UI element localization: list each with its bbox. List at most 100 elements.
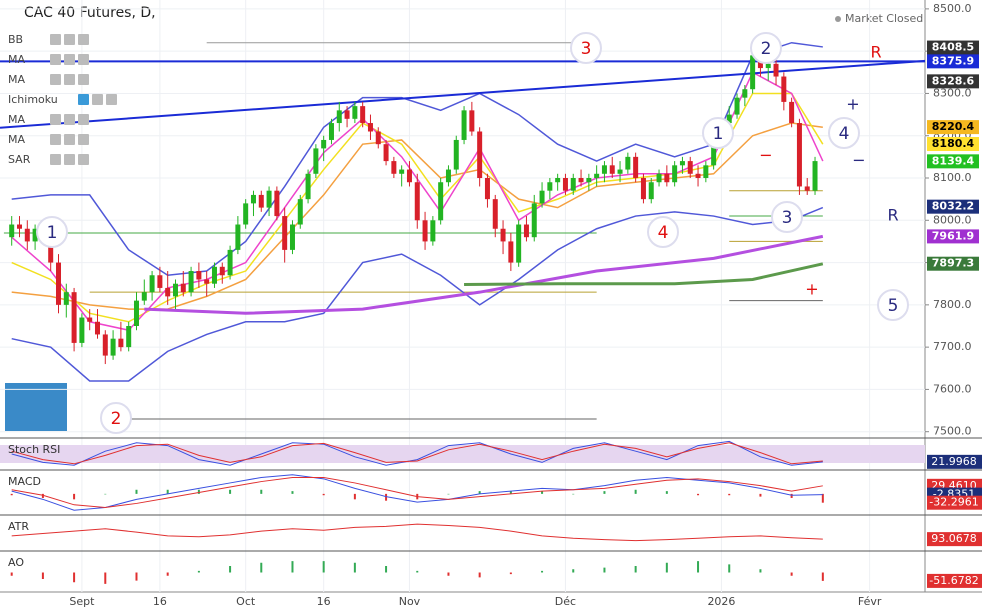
price-label-box	[927, 229, 979, 244]
candle-body	[765, 63, 771, 69]
y-tick-label: 7800.0	[933, 298, 972, 311]
candle-body	[63, 292, 69, 305]
histogram-bar	[759, 493, 762, 497]
histogram-bar	[73, 493, 76, 500]
histogram-bar	[603, 567, 606, 573]
indicator-button	[64, 34, 75, 45]
histogram-bar	[478, 572, 481, 578]
annotation: +	[805, 280, 818, 299]
value-label: 21.9968	[931, 455, 977, 468]
candle-body	[102, 334, 108, 356]
histogram-bar	[759, 569, 762, 573]
annotation: 1	[47, 223, 58, 243]
indicator-name: SAR	[8, 153, 31, 166]
candle-body	[617, 169, 623, 174]
histogram-bar	[541, 570, 544, 573]
candle-body	[516, 224, 522, 263]
histogram-bar	[634, 489, 637, 494]
indicator-button	[64, 154, 75, 165]
price-label-box	[927, 137, 979, 152]
indicator-line	[11, 476, 823, 509]
annotation-circle	[570, 32, 602, 64]
histogram-bar	[572, 493, 575, 495]
annotation: R	[887, 206, 898, 225]
price-label-box	[927, 199, 979, 214]
annotation: 1	[713, 124, 724, 144]
candle-body	[367, 123, 373, 132]
indicator-name: MA	[8, 53, 25, 66]
histogram-bar	[665, 491, 668, 494]
price-label-box	[927, 74, 979, 89]
y-tick-label: 8300.0	[933, 86, 972, 99]
candle-body	[750, 55, 756, 90]
indicator-button	[50, 54, 61, 65]
candle-body	[781, 76, 787, 102]
candle-body	[344, 110, 350, 119]
indicator-name: Ichimoku	[8, 93, 58, 106]
candle-body	[664, 173, 670, 183]
histogram-bar	[291, 561, 294, 573]
value-label-box	[927, 454, 982, 469]
annotation: 2	[761, 39, 772, 59]
candle-body	[773, 63, 779, 77]
indicator-line	[11, 440, 823, 466]
candle-body	[656, 173, 662, 183]
histogram-bar	[10, 572, 13, 576]
annotation: 3	[581, 39, 592, 59]
candle-body	[742, 89, 748, 98]
price-label-box	[927, 154, 979, 169]
annotation: R	[870, 43, 881, 62]
candle-body	[87, 317, 93, 322]
candle-body	[235, 224, 241, 250]
indicator-button	[92, 94, 103, 105]
candle-body	[118, 338, 124, 348]
indicator-line	[0, 59, 926, 129]
candle-body	[812, 161, 818, 191]
candle-body	[679, 161, 685, 166]
candle-body	[289, 224, 295, 250]
candle-body	[227, 249, 233, 276]
logo	[5, 383, 67, 431]
histogram-bar	[447, 572, 450, 576]
candle-body	[430, 220, 436, 242]
histogram-bar	[260, 562, 263, 573]
candle-body	[523, 224, 529, 238]
indicator-line	[144, 234, 824, 315]
indicator-name: MA	[8, 73, 25, 86]
indicator-button	[64, 74, 75, 85]
price-label-box	[927, 256, 979, 271]
indicator-line	[11, 442, 823, 465]
annotation: 4	[839, 124, 850, 144]
panel-name: Stoch RSI	[8, 443, 60, 456]
candle-body	[578, 178, 584, 183]
candle-body	[796, 123, 802, 187]
x-tick-label: 2026	[707, 595, 735, 608]
candle-body	[406, 169, 412, 183]
candle-body	[703, 165, 709, 179]
histogram-bar	[197, 489, 200, 494]
annotation-circle	[36, 216, 68, 248]
candle-body	[243, 203, 249, 225]
price-label: 7897.3	[932, 257, 974, 270]
histogram-bar	[509, 572, 512, 575]
candle-body	[399, 169, 405, 174]
price-label: 8139.4	[932, 154, 975, 167]
candle-body	[726, 114, 732, 124]
indicator-line	[11, 92, 824, 323]
candle-body	[601, 165, 607, 174]
histogram-bar	[291, 491, 294, 494]
candle-body	[414, 182, 420, 221]
candle-body	[211, 266, 217, 284]
annotation: +	[846, 95, 859, 114]
annotation-circle	[877, 289, 909, 321]
price-label: 8180.4	[932, 137, 975, 150]
candle-body	[500, 228, 506, 242]
candle-body	[445, 169, 451, 183]
histogram-bar	[260, 489, 263, 494]
value-label-box	[927, 573, 982, 588]
histogram-bar	[229, 566, 232, 573]
histogram-bar	[603, 491, 606, 494]
histogram-bar	[229, 489, 232, 494]
candle-body	[204, 279, 210, 284]
histogram-bar	[728, 493, 731, 496]
